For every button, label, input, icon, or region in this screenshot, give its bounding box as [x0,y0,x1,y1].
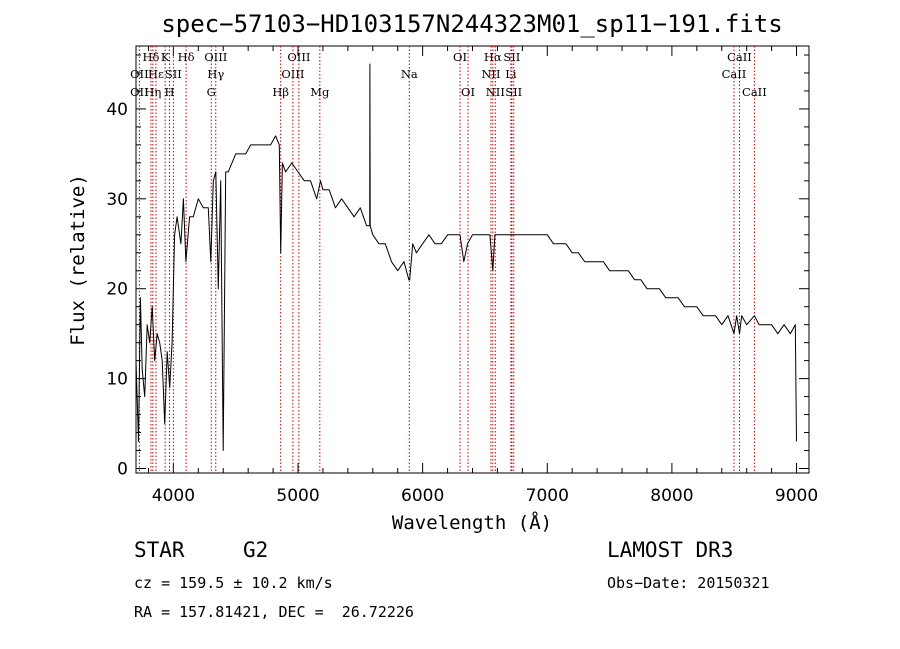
spectral-line-label: H [165,85,175,99]
object-class: STAR [134,538,185,562]
observation-date: Obs−Date: 20150321 [607,574,770,592]
spectrum-series [135,63,797,451]
spectral-line-label: Hα [484,50,502,64]
redshift-value: cz = 159.5 ± 10.2 km/s [134,574,333,592]
spectral-line-label: SII [503,50,520,64]
spectral-line-label: Hη [144,85,161,99]
spectral-line-label: Na [401,67,418,81]
spectral-line-label: CaII [727,50,752,64]
spectral-line-label: SII [505,85,522,99]
x-tick-label: 8000 [650,486,693,506]
x-tick-label: 7000 [526,486,569,506]
x-tick-label: 4000 [152,486,195,506]
spectral-line-label: CaII [742,85,767,99]
x-tick-label: 9000 [775,486,818,506]
spectral-line-label: G [207,85,216,99]
spectral-line-label: Mg [310,85,330,99]
coordinates: RA = 157.81421, DEC = 26.72226 [134,603,414,621]
spectral-line-label: OI [453,50,467,64]
plot-axes: 4000 5000 6000 7000 8000 9000 0 10 20 30 40 [106,45,818,506]
survey-name: LAMOST DR3 [607,538,734,562]
spectral-line-label: NII [481,67,500,81]
spectral-line-label: Hδ [142,50,159,64]
spectral-line-label: Hγ [207,67,224,81]
chart-title: spec−57103−HD103157N244323M01_sp11−191.f… [161,10,782,38]
x-tick-label: 6000 [401,486,444,506]
spectral-line-label: OII [130,85,149,99]
spectral-line-label: CaII [722,67,747,81]
spectral-line-label: OIII [287,50,310,64]
spectral-line-label: OIII [204,50,227,64]
spectral-line-label: OIII [281,67,304,81]
y-tick-label: 10 [106,370,128,390]
spectral-line-label: NII [486,85,505,99]
spectral-line-label: Hβ [272,85,289,99]
spectral-line-label: K [161,50,170,64]
spectral-line-label: Hδ [178,50,195,64]
y-tick-label: 30 [106,190,128,210]
spectral-line-label: OII [130,67,149,81]
y-tick-label: 40 [106,100,128,120]
x-axis-label: Wavelength (Å) [392,511,552,534]
spectral-line-label: OI [461,85,475,99]
spectral-line-label: Hε [148,67,164,81]
spectral-line-label: SII [165,67,182,81]
subclass: G2 [243,538,269,562]
spectrum-line [135,63,797,451]
y-tick-label: 0 [117,460,128,480]
x-tick-label: 5000 [276,486,319,506]
plot-frame [135,45,810,474]
spectral-line-label: Li [505,67,517,81]
y-tick-label: 20 [106,280,128,300]
y-axis-label: Flux (relative) [67,174,89,346]
